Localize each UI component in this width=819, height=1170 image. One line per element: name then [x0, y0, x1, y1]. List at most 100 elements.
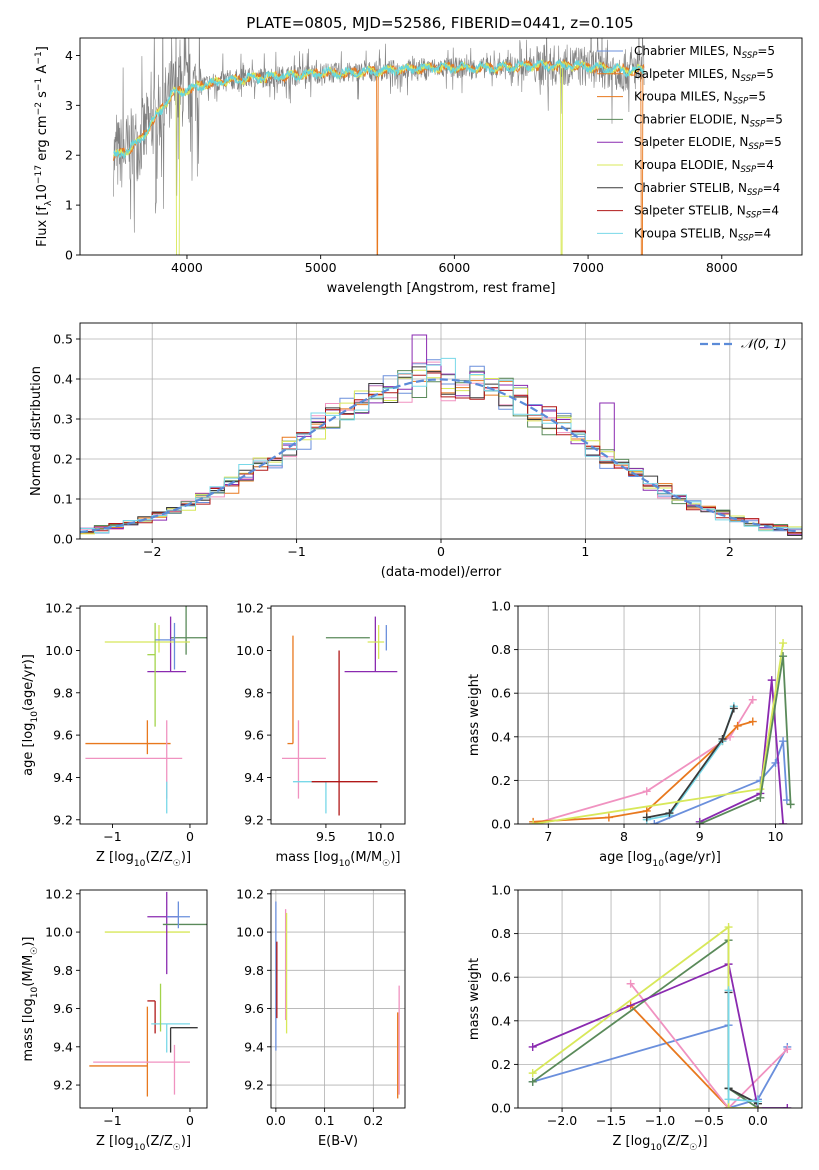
- axes-massweight_vs_Z: −2.0 −1.5 −1.0 −0.5 0.0 0.0 0.2 0.4 0.6 0.8 1.0 Z […: [467, 883, 803, 1153]
- x-axis-label: age [log10(age/yr)]: [599, 850, 721, 869]
- x-tick-label: −1.5: [596, 1113, 626, 1128]
- y-tick-label: 1: [65, 198, 73, 213]
- x-axis-label: Z [log10(Z/Z☉)]: [96, 850, 191, 869]
- legend-entry: Chabrier STELIB, NSSP=4: [634, 181, 780, 198]
- y-tick-label: 0.2: [491, 773, 511, 788]
- y-tick-label: 0.0: [53, 532, 73, 547]
- y-tick-label: 0.2: [491, 1057, 511, 1072]
- series-marker: [748, 717, 757, 726]
- plot-area-mass_vs_Z: [89, 891, 207, 1097]
- y-tick-label: 3: [65, 98, 73, 113]
- x-tick-label: 0: [186, 1113, 194, 1128]
- y-tick-label: 0.2: [53, 452, 73, 467]
- y-axis-label: Normed distribution: [29, 366, 44, 496]
- series-marker: [665, 809, 674, 818]
- plot-area-mass_vs_ebv: [275, 901, 400, 1099]
- y-tick-label: 0.5: [53, 332, 73, 347]
- x-axis-label: Z [log10(Z/Z☉)]: [612, 1134, 707, 1153]
- series-marker: [783, 1045, 792, 1054]
- series-line: [532, 925, 758, 1108]
- series-marker: [642, 813, 651, 822]
- y-tick-label: 0.8: [491, 926, 511, 941]
- x-tick-label: 0: [437, 544, 445, 559]
- x-tick-label: 4000: [171, 260, 203, 275]
- x-tick-label: 1: [581, 544, 589, 559]
- series-marker: [528, 1069, 537, 1078]
- y-tick-label: 0.4: [491, 1013, 511, 1028]
- y-tick-label: 10.2: [236, 601, 264, 616]
- series-marker: [718, 734, 727, 743]
- y-tick-label: 10.2: [236, 886, 264, 901]
- plot-area-age_vs_Z: [85, 606, 207, 814]
- y-tick-label: 9.8: [244, 685, 264, 700]
- x-axis-label: wavelength [Angstrom, rest frame]: [327, 281, 556, 296]
- y-tick-label: 4: [65, 48, 73, 63]
- series-line: [533, 720, 754, 823]
- legend-entry: Kroupa ELODIE, NSSP=4: [634, 158, 774, 175]
- x-tick-label: 0.1: [315, 1113, 335, 1128]
- axes-age_vs_Z: −1 0 9.2 9.4 9.6 9.8 10.0 10.2 Z [log10(Z/Z☉)] ag…: [21, 601, 208, 869]
- series-marker: [724, 1095, 733, 1104]
- x-tick-label: 10: [768, 829, 784, 844]
- y-axis-label: Flux [fλ10−17 erg cm−2 s−1 A−1]: [34, 46, 54, 247]
- legend-entry: Salpeter STELIB, NSSP=4: [634, 204, 779, 221]
- series-marker: [779, 820, 788, 824]
- y-tick-label: 0.0: [491, 1101, 511, 1116]
- series-line: [532, 962, 788, 1108]
- series-marker: [626, 979, 635, 988]
- x-axis-label: E(B-V): [318, 1134, 358, 1149]
- series-marker: [733, 721, 742, 730]
- x-tick-label: 0.2: [363, 1113, 383, 1128]
- y-tick-label: 9.2: [53, 812, 73, 827]
- x-tick-label: 2: [726, 544, 734, 559]
- plot-area-residuals: [80, 334, 802, 536]
- y-tick-label: 9.4: [53, 1039, 73, 1054]
- x-tick-label: −1.0: [645, 1113, 675, 1128]
- legend-entry: Chabrier ELODIE, NSSP=5: [634, 112, 783, 129]
- x-tick-label: −2: [143, 544, 161, 559]
- legend-entry: Salpeter MILES, NSSP=5: [634, 67, 774, 84]
- series-marker: [650, 820, 659, 824]
- series-marker: [529, 820, 538, 824]
- y-tick-label: 10.2: [45, 886, 73, 901]
- series-marker: [724, 1104, 733, 1108]
- y-tick-label: 9.2: [244, 1078, 264, 1093]
- series-line: [532, 642, 784, 824]
- y-tick-label: 9.2: [53, 1078, 73, 1093]
- axes-residuals: −2 −1 0 1 2 0.0 0.1 0.2 0.3 0.4 0.5 (data-model)/er…: [29, 322, 803, 580]
- y-tick-label: 0.6: [491, 970, 511, 985]
- y-tick-label: 1.0: [491, 599, 511, 614]
- series-marker: [767, 676, 776, 685]
- series-marker: [779, 639, 788, 648]
- axes-frame: [270, 605, 406, 825]
- x-tick-label: 8000: [706, 260, 738, 275]
- x-axis-label: Z [log10(Z/Z☉)]: [96, 1134, 191, 1153]
- histogram-series: [80, 334, 802, 535]
- y-tick-label: 10.0: [236, 643, 264, 658]
- axes-spectrum: 4000 5000 6000 7000 8000 0 1 2 3 4 wavelength [Ang…: [34, 37, 803, 296]
- y-tick-label: 0: [65, 248, 73, 263]
- x-tick-label: 0.0: [748, 1113, 768, 1128]
- y-axis-label: mass [log10(M/M☉)]: [21, 937, 40, 1062]
- legend-entry: 𝒩(0, 1): [741, 336, 787, 351]
- histogram-series: [80, 357, 802, 534]
- x-tick-label: 8: [620, 829, 628, 844]
- series-line: [699, 680, 784, 824]
- axes-frame: [517, 605, 803, 825]
- y-tick-label: 10.2: [45, 601, 73, 616]
- series-marker: [724, 923, 733, 932]
- y-axis-label: mass weight: [467, 958, 482, 1040]
- series-line: [629, 1004, 730, 1108]
- histogram-series: [80, 372, 802, 534]
- y-tick-label: 10.0: [45, 925, 73, 940]
- plot-area-massweight_vs_age: [529, 639, 795, 824]
- x-tick-label: −1: [103, 1113, 121, 1128]
- y-axis-label: age [log10(age/yr)]: [21, 654, 40, 776]
- y-tick-label: 9.6: [53, 1001, 73, 1016]
- y-tick-label: 0.3: [53, 412, 73, 427]
- x-tick-label: −1: [287, 544, 305, 559]
- y-axis-label: mass weight: [467, 674, 482, 756]
- plot-area-massweight_vs_Z: [528, 923, 792, 1108]
- y-tick-label: 0.0: [491, 817, 511, 832]
- y-tick-label: 9.2: [244, 812, 264, 827]
